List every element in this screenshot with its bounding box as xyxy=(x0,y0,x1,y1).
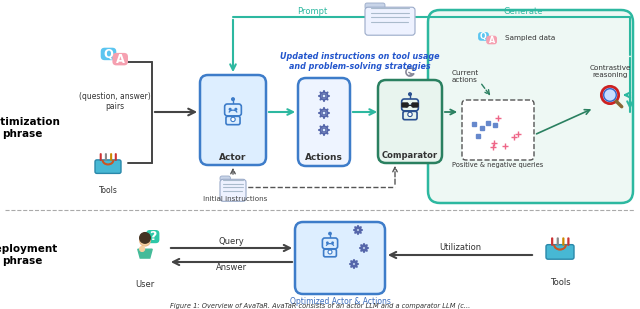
FancyBboxPatch shape xyxy=(378,80,442,163)
Text: Tools: Tools xyxy=(550,278,570,287)
Circle shape xyxy=(322,94,326,98)
FancyBboxPatch shape xyxy=(113,53,128,66)
Text: Optimized Actor & Actions: Optimized Actor & Actions xyxy=(289,297,390,306)
Circle shape xyxy=(234,108,237,111)
Text: Sampled data: Sampled data xyxy=(505,35,556,41)
FancyBboxPatch shape xyxy=(323,238,338,249)
Text: Prompt: Prompt xyxy=(297,6,327,15)
Text: Comparator: Comparator xyxy=(382,151,438,160)
Circle shape xyxy=(332,241,334,244)
Text: Q: Q xyxy=(104,48,113,61)
Text: Optimization
phrase: Optimization phrase xyxy=(0,117,60,139)
Circle shape xyxy=(228,108,232,111)
Circle shape xyxy=(412,103,415,106)
Circle shape xyxy=(355,227,361,233)
Text: Updated instructions on tool usage
and problem-solving strategies: Updated instructions on tool usage and p… xyxy=(280,52,440,71)
FancyBboxPatch shape xyxy=(146,230,159,243)
FancyBboxPatch shape xyxy=(462,100,534,160)
FancyBboxPatch shape xyxy=(567,237,570,246)
Text: Contrastive
reasoning: Contrastive reasoning xyxy=(589,65,631,78)
FancyBboxPatch shape xyxy=(412,103,418,107)
Text: Actor: Actor xyxy=(220,153,246,162)
FancyBboxPatch shape xyxy=(557,237,559,246)
FancyBboxPatch shape xyxy=(563,237,564,246)
Circle shape xyxy=(361,245,367,251)
Text: Tools: Tools xyxy=(99,186,117,195)
Circle shape xyxy=(329,232,332,235)
Text: Generate: Generate xyxy=(503,6,543,15)
Text: A: A xyxy=(488,36,495,44)
Text: Q: Q xyxy=(480,32,487,41)
Circle shape xyxy=(140,235,150,246)
FancyBboxPatch shape xyxy=(220,176,230,181)
Text: Current
actions: Current actions xyxy=(452,70,479,83)
Text: Figure 1: Overview of AvaTaR. AvaTaR consists of an actor LLM and a comparator L: Figure 1: Overview of AvaTaR. AvaTaR con… xyxy=(170,303,470,309)
Text: Query: Query xyxy=(218,236,244,245)
Text: (question, answer)
pairs: (question, answer) pairs xyxy=(79,92,151,112)
Circle shape xyxy=(232,98,234,100)
FancyBboxPatch shape xyxy=(546,245,574,259)
FancyBboxPatch shape xyxy=(200,75,266,165)
Polygon shape xyxy=(138,249,152,258)
FancyBboxPatch shape xyxy=(226,116,240,125)
Circle shape xyxy=(326,241,329,244)
Circle shape xyxy=(140,233,150,243)
FancyBboxPatch shape xyxy=(110,153,112,161)
Circle shape xyxy=(602,86,619,104)
Text: Actions: Actions xyxy=(305,154,343,163)
Text: Initial instructions: Initial instructions xyxy=(203,196,267,202)
Circle shape xyxy=(322,111,326,115)
FancyBboxPatch shape xyxy=(220,179,246,201)
Circle shape xyxy=(322,128,326,132)
Text: Utilization: Utilization xyxy=(439,243,481,252)
Circle shape xyxy=(328,250,332,254)
FancyBboxPatch shape xyxy=(403,111,417,120)
Circle shape xyxy=(231,117,236,122)
FancyBboxPatch shape xyxy=(100,153,102,161)
Text: A: A xyxy=(116,53,125,66)
Text: Deployment
phrase: Deployment phrase xyxy=(0,244,58,266)
Circle shape xyxy=(353,263,355,265)
FancyBboxPatch shape xyxy=(95,160,121,173)
Circle shape xyxy=(604,89,616,101)
FancyBboxPatch shape xyxy=(298,78,350,166)
FancyBboxPatch shape xyxy=(478,32,489,41)
Circle shape xyxy=(409,93,412,95)
Circle shape xyxy=(408,112,412,116)
Circle shape xyxy=(320,126,328,134)
FancyBboxPatch shape xyxy=(551,237,553,246)
FancyBboxPatch shape xyxy=(365,3,385,9)
FancyBboxPatch shape xyxy=(402,99,419,111)
FancyBboxPatch shape xyxy=(115,153,117,161)
FancyBboxPatch shape xyxy=(428,10,633,203)
FancyBboxPatch shape xyxy=(225,104,241,116)
Circle shape xyxy=(320,109,328,117)
Circle shape xyxy=(406,103,409,106)
Circle shape xyxy=(362,247,365,249)
FancyBboxPatch shape xyxy=(324,249,337,257)
Circle shape xyxy=(320,92,328,100)
Circle shape xyxy=(351,261,357,267)
FancyBboxPatch shape xyxy=(402,103,408,107)
Text: Positive & negative queries: Positive & negative queries xyxy=(452,162,543,168)
FancyBboxPatch shape xyxy=(295,222,385,294)
Circle shape xyxy=(356,229,360,231)
FancyBboxPatch shape xyxy=(105,153,107,161)
Circle shape xyxy=(140,247,145,251)
FancyBboxPatch shape xyxy=(100,48,116,60)
Text: User: User xyxy=(136,280,155,289)
Text: Answer: Answer xyxy=(216,264,246,273)
Text: ?: ? xyxy=(149,230,157,243)
FancyBboxPatch shape xyxy=(486,36,497,44)
FancyBboxPatch shape xyxy=(365,7,415,35)
